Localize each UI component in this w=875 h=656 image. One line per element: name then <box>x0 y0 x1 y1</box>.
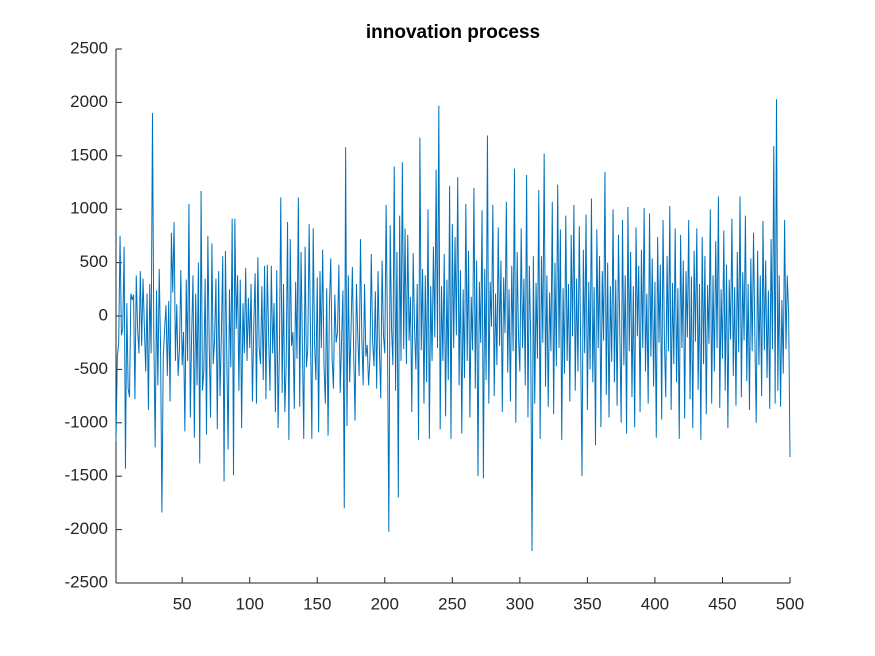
y-tick-label: -1500 <box>65 466 108 485</box>
y-tick-label: -1000 <box>65 412 108 431</box>
x-tick-label: 350 <box>573 594 601 613</box>
y-tick-label: 1500 <box>70 145 108 164</box>
x-tick-label: 450 <box>708 594 736 613</box>
x-tick-label: 200 <box>371 594 399 613</box>
chart-title: innovation process <box>366 22 540 43</box>
data-line <box>115 99 791 551</box>
y-tick-label: 2000 <box>70 92 108 111</box>
x-tick-label: 150 <box>303 594 331 613</box>
x-tick-label: 400 <box>641 594 669 613</box>
x-tick-label: 50 <box>173 594 192 613</box>
y-tick-label: -2500 <box>65 572 108 591</box>
y-tick-label: 500 <box>80 252 108 271</box>
x-tick-label: 100 <box>236 594 264 613</box>
y-tick-label: -2000 <box>65 519 108 538</box>
y-tick-label: 1000 <box>70 199 108 218</box>
y-tick-label: -500 <box>74 359 108 378</box>
y-tick-label: 0 <box>99 305 108 324</box>
x-tick-label: 250 <box>438 594 466 613</box>
x-tick-label: 500 <box>776 594 804 613</box>
y-tick-label: 2500 <box>70 38 108 57</box>
x-tick-label: 300 <box>506 594 534 613</box>
